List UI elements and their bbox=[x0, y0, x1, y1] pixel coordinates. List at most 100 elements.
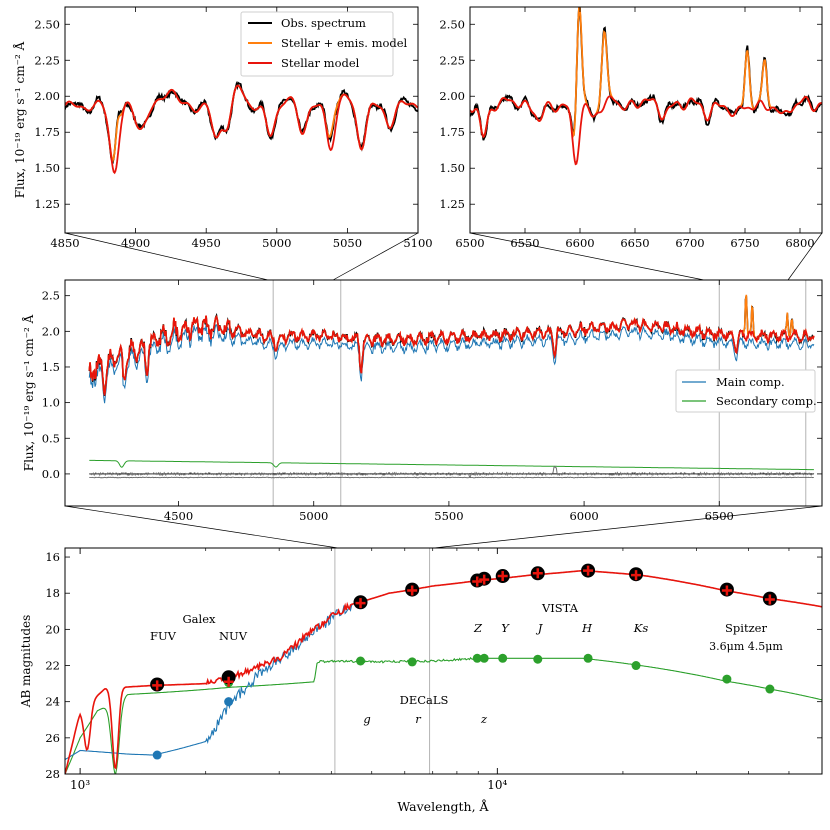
main-photometry-point bbox=[152, 750, 162, 760]
panel-c: 4500 5000 5500 6000 6500 0.0 0.5 1.0 1.5 2.0 2.5 F… bbox=[21, 279, 823, 523]
panel-c-ytick-label: 1.0 bbox=[42, 396, 60, 410]
label-vista-h: H bbox=[581, 621, 593, 635]
legend-stellar-label: Stellar model bbox=[281, 56, 360, 70]
panel-d-ytick-label: 20 bbox=[45, 622, 60, 636]
panel-a: 4850 4900 4950 5000 5050 5100 1.25 1.50 1.75 2.00… bbox=[12, 6, 433, 250]
connector-a-left bbox=[64, 232, 269, 281]
panel-d-ytick-label: 28 bbox=[45, 767, 60, 781]
label-spitzer: Spitzer bbox=[725, 621, 767, 635]
panel-d-main-sed bbox=[65, 570, 822, 760]
survey-annotations: Galex FUV NUV VISTA Z Y J H Ks Spitzer 3… bbox=[150, 601, 783, 726]
label-spitzer-bands: 3.6μm 4.5μm bbox=[709, 640, 783, 653]
panel-a-legend-box bbox=[240, 11, 394, 77]
label-vista-y: Y bbox=[501, 621, 510, 635]
panel-d-xtick-label: 10⁴ bbox=[487, 778, 507, 792]
panel-a-ytick-label: 1.50 bbox=[34, 161, 60, 175]
label-vista: VISTA bbox=[541, 601, 579, 615]
panel-a-ytick-label: 2.25 bbox=[34, 53, 60, 67]
model-photometry-marker bbox=[355, 598, 366, 609]
panel-a-ylabel: Flux, 10⁻¹⁹ erg s⁻¹ cm⁻² Å bbox=[12, 41, 27, 198]
panel-d-ytick-label: 24 bbox=[45, 695, 60, 709]
model-photometry-marker bbox=[223, 676, 234, 687]
label-fuv: FUV bbox=[150, 629, 177, 643]
label-galex: Galex bbox=[182, 612, 216, 626]
connector-c-left bbox=[64, 505, 339, 549]
panel-a-ytick-label: 2.50 bbox=[34, 17, 60, 31]
panel-a-xtick-label: 4950 bbox=[192, 236, 221, 250]
panel-c-legend-box bbox=[675, 369, 816, 413]
panel-d-total-sed bbox=[65, 569, 822, 774]
panel-d-ytick-label: 16 bbox=[45, 550, 60, 564]
panel-d-ytick-label: 18 bbox=[45, 586, 60, 600]
secondary-photometry-point bbox=[631, 661, 641, 671]
panel-c-xtick-label: 5500 bbox=[434, 509, 463, 523]
panel-c-xtick-label: 6500 bbox=[705, 509, 734, 523]
panel-a-xtick-label: 4900 bbox=[121, 236, 150, 250]
panel-d-frame bbox=[64, 547, 823, 775]
model-photometry-marker bbox=[631, 570, 642, 581]
connector-b-right bbox=[787, 232, 823, 281]
secondary-photometry-point bbox=[479, 653, 489, 663]
panel-b-xtick-label: 6550 bbox=[510, 236, 539, 250]
label-vista-ks: Ks bbox=[633, 621, 649, 635]
panel-c-ytick-label: 2.0 bbox=[42, 324, 60, 338]
panel-a-xtick-label: 5000 bbox=[262, 236, 291, 250]
panel-a-xtick-label: 4850 bbox=[50, 236, 79, 250]
panel-d-secondary-sed bbox=[65, 656, 822, 774]
panel-b-ytick-label: 1.75 bbox=[439, 125, 465, 139]
panel-c-legend: Main comp. Secondary comp. bbox=[675, 369, 817, 413]
legend-main-label: Main comp. bbox=[716, 375, 785, 389]
panel-a-series bbox=[65, 80, 418, 175]
panel-b-xtick-label: 6600 bbox=[565, 236, 594, 250]
panel-d-ylabel: AB magnitudes bbox=[19, 615, 33, 709]
model-photometry-marker bbox=[472, 576, 483, 587]
secondary-photometry-point bbox=[498, 653, 508, 663]
model-photometry-marker bbox=[407, 585, 418, 596]
connector-c-right bbox=[433, 505, 823, 549]
secondary-photometry-point bbox=[765, 684, 775, 694]
label-decals-z: z bbox=[480, 712, 488, 726]
model-photometry-marker bbox=[721, 585, 732, 596]
zoom-connectors bbox=[64, 232, 823, 549]
panel-c-residual-model bbox=[89, 476, 814, 479]
secondary-photometry-point bbox=[583, 653, 593, 663]
secondary-photometry-point bbox=[533, 654, 543, 664]
panel-b-ytick-label: 2.25 bbox=[439, 53, 465, 67]
panel-c-xtick-label: 4500 bbox=[164, 509, 193, 523]
panel-b-stellar-emis-model bbox=[470, 7, 822, 139]
panel-d-xtick-label: 10³ bbox=[70, 778, 90, 792]
panel-a-legend: Obs. spectrum Stellar + emis. model Stel… bbox=[240, 11, 408, 77]
panel-a-frame bbox=[64, 6, 419, 234]
panel-d-xlabel: Wavelength, Å bbox=[397, 799, 489, 814]
model-photometry-marker bbox=[497, 571, 508, 582]
model-photometry-marker bbox=[764, 594, 775, 605]
main-photometry-point bbox=[224, 697, 234, 707]
secondary-photometry-point bbox=[407, 657, 417, 667]
panel-a-ytick-label: 1.25 bbox=[34, 197, 60, 211]
label-decals-g: g bbox=[363, 712, 370, 726]
panel-a-stellar-model bbox=[65, 84, 418, 175]
panel-b-xtick-label: 6500 bbox=[455, 236, 484, 250]
panel-a-xtick-label: 5100 bbox=[403, 236, 432, 250]
panel-b-stellar-model bbox=[470, 95, 822, 166]
legend-obs-label: Obs. spectrum bbox=[281, 16, 366, 30]
panel-c-series bbox=[88, 280, 815, 506]
panel-c-ytick-label: 1.5 bbox=[42, 360, 60, 374]
legend-secondary-label: Secondary comp. bbox=[716, 394, 817, 408]
label-vista-j: J bbox=[536, 621, 544, 635]
panel-b-series bbox=[470, 7, 822, 166]
panel-b-xtick-label: 6800 bbox=[785, 236, 814, 250]
panel-a-xtick-label: 5050 bbox=[333, 236, 362, 250]
label-decals-r: r bbox=[415, 712, 422, 726]
secondary-photometry-point bbox=[356, 656, 366, 666]
panel-c-ytick-label: 0.5 bbox=[42, 431, 60, 445]
panel-b: 6500 6550 6600 6650 6700 6750 6800 1.25 1.50 1.75… bbox=[439, 6, 823, 250]
panel-c-secondary-comp bbox=[89, 459, 814, 471]
panel-d-ytick-label: 26 bbox=[45, 731, 60, 745]
panel-c-residuals bbox=[88, 465, 815, 479]
legend-stellar-emis-label: Stellar + emis. model bbox=[281, 36, 408, 50]
panel-d-series bbox=[65, 548, 822, 774]
panel-b-ytick-label: 2.00 bbox=[439, 89, 465, 103]
label-vista-z: Z bbox=[473, 621, 483, 635]
